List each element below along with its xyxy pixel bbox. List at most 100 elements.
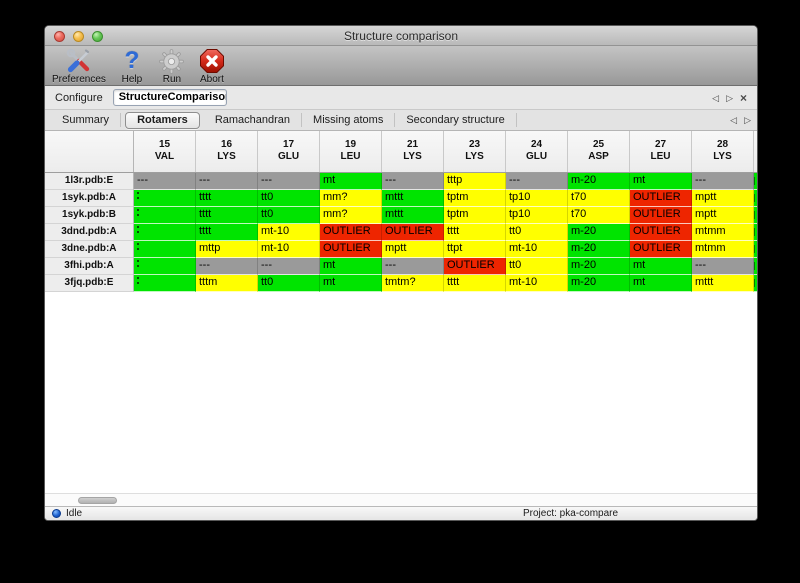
rotamer-cell[interactable]: t70 <box>568 207 630 224</box>
column-header[interactable]: 17 GLU <box>258 131 320 172</box>
rotamer-cell[interactable]: OUTLIER <box>444 258 506 275</box>
column-header[interactable]: 27 LEU <box>630 131 692 172</box>
preferences-button[interactable]: Preferences <box>49 48 109 85</box>
rotamer-cell[interactable]: --- <box>382 173 444 190</box>
rotamer-cell[interactable]: tt0 <box>258 207 320 224</box>
rotamer-cell[interactable]: --- <box>382 258 444 275</box>
rotamer-cell[interactable]: tttp <box>444 173 506 190</box>
rotamer-cell[interactable]: OUTLIER <box>630 224 692 241</box>
rotamer-cell[interactable]: mttt <box>382 207 444 224</box>
run-button[interactable]: Run <box>155 48 189 85</box>
column-header[interactable]: 25 ASP <box>568 131 630 172</box>
rotamer-cell[interactable]: --- <box>258 173 320 190</box>
rotamer-cell[interactable]: mptt <box>382 241 444 258</box>
rotamer-cell[interactable]: tptm <box>444 190 506 207</box>
rotamer-cell[interactable]: OUTLIER <box>320 224 382 241</box>
zoom-window-icon[interactable] <box>92 31 103 42</box>
rotamer-cell[interactable]: tmtm? <box>382 275 444 292</box>
tab-rotamers[interactable]: Rotamers <box>125 111 200 129</box>
rotamer-cell[interactable]: OUTLIER <box>382 224 444 241</box>
rotamer-cell[interactable]: OUTLIER <box>630 241 692 258</box>
rotamer-cell[interactable]: tt0 <box>258 190 320 207</box>
rotamer-cell[interactable]: --- <box>196 173 258 190</box>
horizontal-scrollbar-thumb[interactable] <box>78 497 117 504</box>
row-header[interactable]: 3dne.pdb:A <box>45 241 134 258</box>
rotamer-cell[interactable]: tt0 <box>506 258 568 275</box>
abort-button[interactable]: Abort <box>195 48 229 85</box>
prev-tab-arrow-icon[interactable]: ◁ <box>730 115 738 125</box>
rotamer-cell[interactable]: --- <box>258 258 320 275</box>
prev-config-arrow-icon[interactable]: ◁ <box>712 92 720 103</box>
tab-missing-atoms[interactable]: Missing atoms <box>302 113 396 127</box>
rotamer-cell[interactable]: mt <box>630 258 692 275</box>
rotamer-cell[interactable]: m-20 <box>568 258 630 275</box>
rotamer-cell[interactable]: --- <box>692 258 754 275</box>
rotamer-cell[interactable]: tttt <box>444 275 506 292</box>
rotamer-cell[interactable] <box>134 224 196 241</box>
minimize-window-icon[interactable] <box>73 31 84 42</box>
rotamer-cell[interactable]: mttp <box>196 241 258 258</box>
title-bar[interactable]: Structure comparison <box>45 26 757 46</box>
row-header[interactable]: 3fhi.pdb:A <box>45 258 134 275</box>
horizontal-scrollbar[interactable] <box>45 493 757 506</box>
rotamer-cell[interactable]: mtmm <box>692 241 754 258</box>
column-header[interactable]: 23 LYS <box>444 131 506 172</box>
rotamer-cell[interactable]: --- <box>196 258 258 275</box>
help-button[interactable]: ? Help <box>115 48 149 86</box>
rotamer-cell[interactable]: tttt <box>196 190 258 207</box>
rotamer-cell[interactable]: mt-10 <box>506 275 568 292</box>
tab-secondary-structure[interactable]: Secondary structure <box>395 113 517 127</box>
row-header[interactable]: 1l3r.pdb:E <box>45 173 134 190</box>
rotamer-cell[interactable]: --- <box>692 173 754 190</box>
rotamer-cell[interactable]: OUTLIER <box>630 207 692 224</box>
row-header[interactable]: 1syk.pdb:B <box>45 207 134 224</box>
rotamer-cell[interactable]: tptm <box>444 207 506 224</box>
rotamer-cell[interactable]: tttm <box>196 275 258 292</box>
rotamer-cell[interactable]: mt <box>320 275 382 292</box>
rotamer-cell[interactable]: --- <box>506 173 568 190</box>
rotamer-cell[interactable]: m-20 <box>568 241 630 258</box>
column-header[interactable]: 28 LYS <box>692 131 754 172</box>
rotamer-cell[interactable]: mt-10 <box>258 241 320 258</box>
session-name-field[interactable]: StructureComparison_1 <box>112 89 227 106</box>
rotamer-cell[interactable] <box>134 275 196 292</box>
rotamer-cell[interactable]: m-20 <box>568 224 630 241</box>
rotamer-cell[interactable]: tt0 <box>506 224 568 241</box>
rotamer-cell[interactable]: mtmm <box>692 224 754 241</box>
next-tab-arrow-icon[interactable]: ▷ <box>744 115 751 125</box>
rotamer-cell[interactable]: mptt <box>692 190 754 207</box>
column-header[interactable]: 21 LYS <box>382 131 444 172</box>
rotamer-cell[interactable]: tttt <box>444 224 506 241</box>
close-window-icon[interactable] <box>54 31 65 42</box>
rotamer-cell[interactable]: OUTLIER <box>630 190 692 207</box>
rotamer-cell[interactable]: t70 <box>568 190 630 207</box>
next-config-arrow-icon[interactable]: ▷ <box>726 92 733 103</box>
rotamer-cell[interactable]: m-20 <box>568 275 630 292</box>
rotamer-cell[interactable]: mttt <box>692 275 754 292</box>
rotamer-cell[interactable]: mt-10 <box>258 224 320 241</box>
rotamer-cell[interactable]: tt0 <box>258 275 320 292</box>
rotamer-cell[interactable]: mt <box>630 173 692 190</box>
rotamer-cell[interactable]: mt <box>320 258 382 275</box>
rotamer-cell[interactable]: tttt <box>196 207 258 224</box>
rotamer-cell[interactable]: mptt <box>692 207 754 224</box>
rotamer-cell[interactable]: mt <box>320 173 382 190</box>
rotamer-cell[interactable]: mt-10 <box>506 241 568 258</box>
rotamer-cell[interactable]: mm? <box>320 207 382 224</box>
row-header[interactable]: 3dnd.pdb:A <box>45 224 134 241</box>
tab-summary[interactable]: Summary <box>51 113 122 127</box>
rotamer-cell[interactable] <box>134 190 196 207</box>
row-header[interactable]: 3fjq.pdb:E <box>45 275 134 292</box>
rotamer-cell[interactable]: --- <box>134 173 196 190</box>
rotamer-cell[interactable]: m-20 <box>568 173 630 190</box>
rotamer-cell[interactable] <box>134 207 196 224</box>
rotamer-cell[interactable]: mt <box>630 275 692 292</box>
column-header[interactable]: 19 LEU <box>320 131 382 172</box>
rotamer-cell[interactable]: ttpt <box>444 241 506 258</box>
rotamer-cell[interactable]: OUTLIER <box>320 241 382 258</box>
rotamer-cell[interactable] <box>134 241 196 258</box>
column-header[interactable]: 16 LYS <box>196 131 258 172</box>
close-config-icon[interactable]: × <box>739 90 747 105</box>
rotamer-cell[interactable]: mttt <box>382 190 444 207</box>
column-header[interactable]: 15 VAL <box>134 131 196 172</box>
